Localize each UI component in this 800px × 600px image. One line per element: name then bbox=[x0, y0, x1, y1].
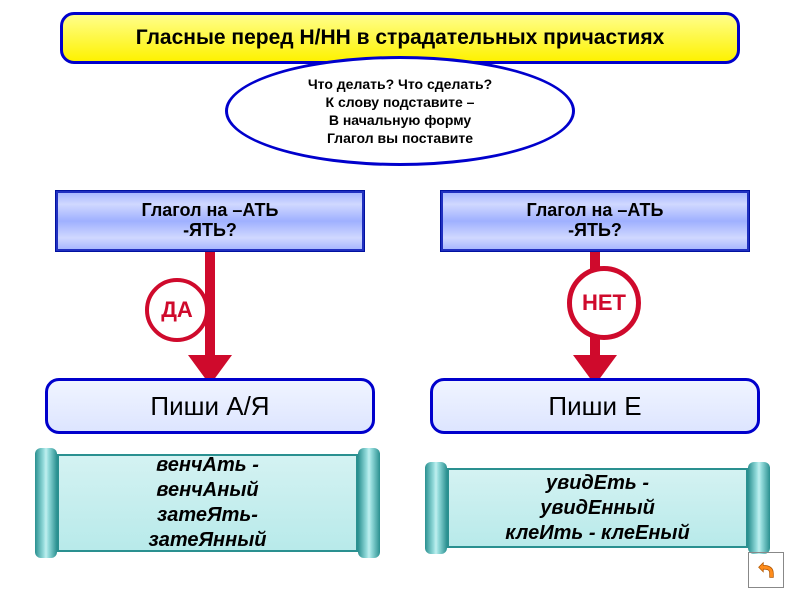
branch-right-line2: -ЯТЬ? bbox=[568, 221, 622, 241]
result-left-text: Пиши А/Я bbox=[150, 391, 269, 422]
example-line: венчАный bbox=[148, 478, 266, 503]
poem-line: В начальную форму bbox=[329, 111, 471, 129]
example-line: венчАть - bbox=[148, 453, 266, 478]
example-left-text: венчАть - венчАный затеЯть- затеЯнный bbox=[148, 453, 266, 553]
scroll-roll-icon bbox=[358, 448, 380, 558]
example-right-text: увидЕть - увидЕнный клеИть - клеЕный bbox=[505, 471, 689, 546]
circle-no-text: НЕТ bbox=[582, 293, 626, 314]
example-left: венчАть - венчАный затеЯть- затеЯнный bbox=[35, 448, 380, 558]
return-button[interactable] bbox=[748, 552, 784, 588]
scroll-roll-icon bbox=[425, 462, 447, 554]
example-line: затеЯнный bbox=[148, 528, 266, 553]
circle-yes: ДА bbox=[145, 278, 209, 342]
poem-line: Глагол вы поставите bbox=[327, 129, 473, 147]
scroll-roll-icon bbox=[748, 462, 770, 554]
result-right: Пиши Е bbox=[430, 378, 760, 434]
example-line: клеИть - клеЕный bbox=[505, 521, 689, 546]
branch-right-inner: Глагол на –АТЬ -ЯТЬ? bbox=[441, 191, 749, 251]
poem-line: К слову подставите – bbox=[326, 93, 475, 111]
result-left: Пиши А/Я bbox=[45, 378, 375, 434]
branch-right: Глагол на –АТЬ -ЯТЬ? bbox=[440, 190, 750, 252]
circle-no: НЕТ bbox=[567, 266, 641, 340]
branch-right-line1: Глагол на –АТЬ bbox=[527, 201, 664, 221]
branch-left: Глагол на –АТЬ -ЯТЬ? bbox=[55, 190, 365, 252]
example-line: затеЯть- bbox=[148, 503, 266, 528]
scroll-roll-icon bbox=[35, 448, 57, 558]
poem-oval: Что делать? Что сделать? К слову подстав… bbox=[225, 56, 575, 166]
poem-line: Что делать? Что сделать? bbox=[308, 75, 492, 93]
u-turn-arrow-icon bbox=[755, 559, 777, 581]
example-right: увидЕть - увидЕнный клеИть - клеЕный bbox=[425, 462, 770, 554]
branch-left-line1: Глагол на –АТЬ bbox=[142, 201, 279, 221]
branch-left-inner: Глагол на –АТЬ -ЯТЬ? bbox=[56, 191, 364, 251]
branch-left-line2: -ЯТЬ? bbox=[183, 221, 237, 241]
example-line: увидЕнный bbox=[505, 496, 689, 521]
example-line: увидЕть - bbox=[505, 471, 689, 496]
title-text: Гласные перед Н/НН в страдательных прича… bbox=[136, 26, 665, 50]
result-right-text: Пиши Е bbox=[548, 391, 641, 422]
circle-yes-text: ДА bbox=[161, 300, 193, 321]
